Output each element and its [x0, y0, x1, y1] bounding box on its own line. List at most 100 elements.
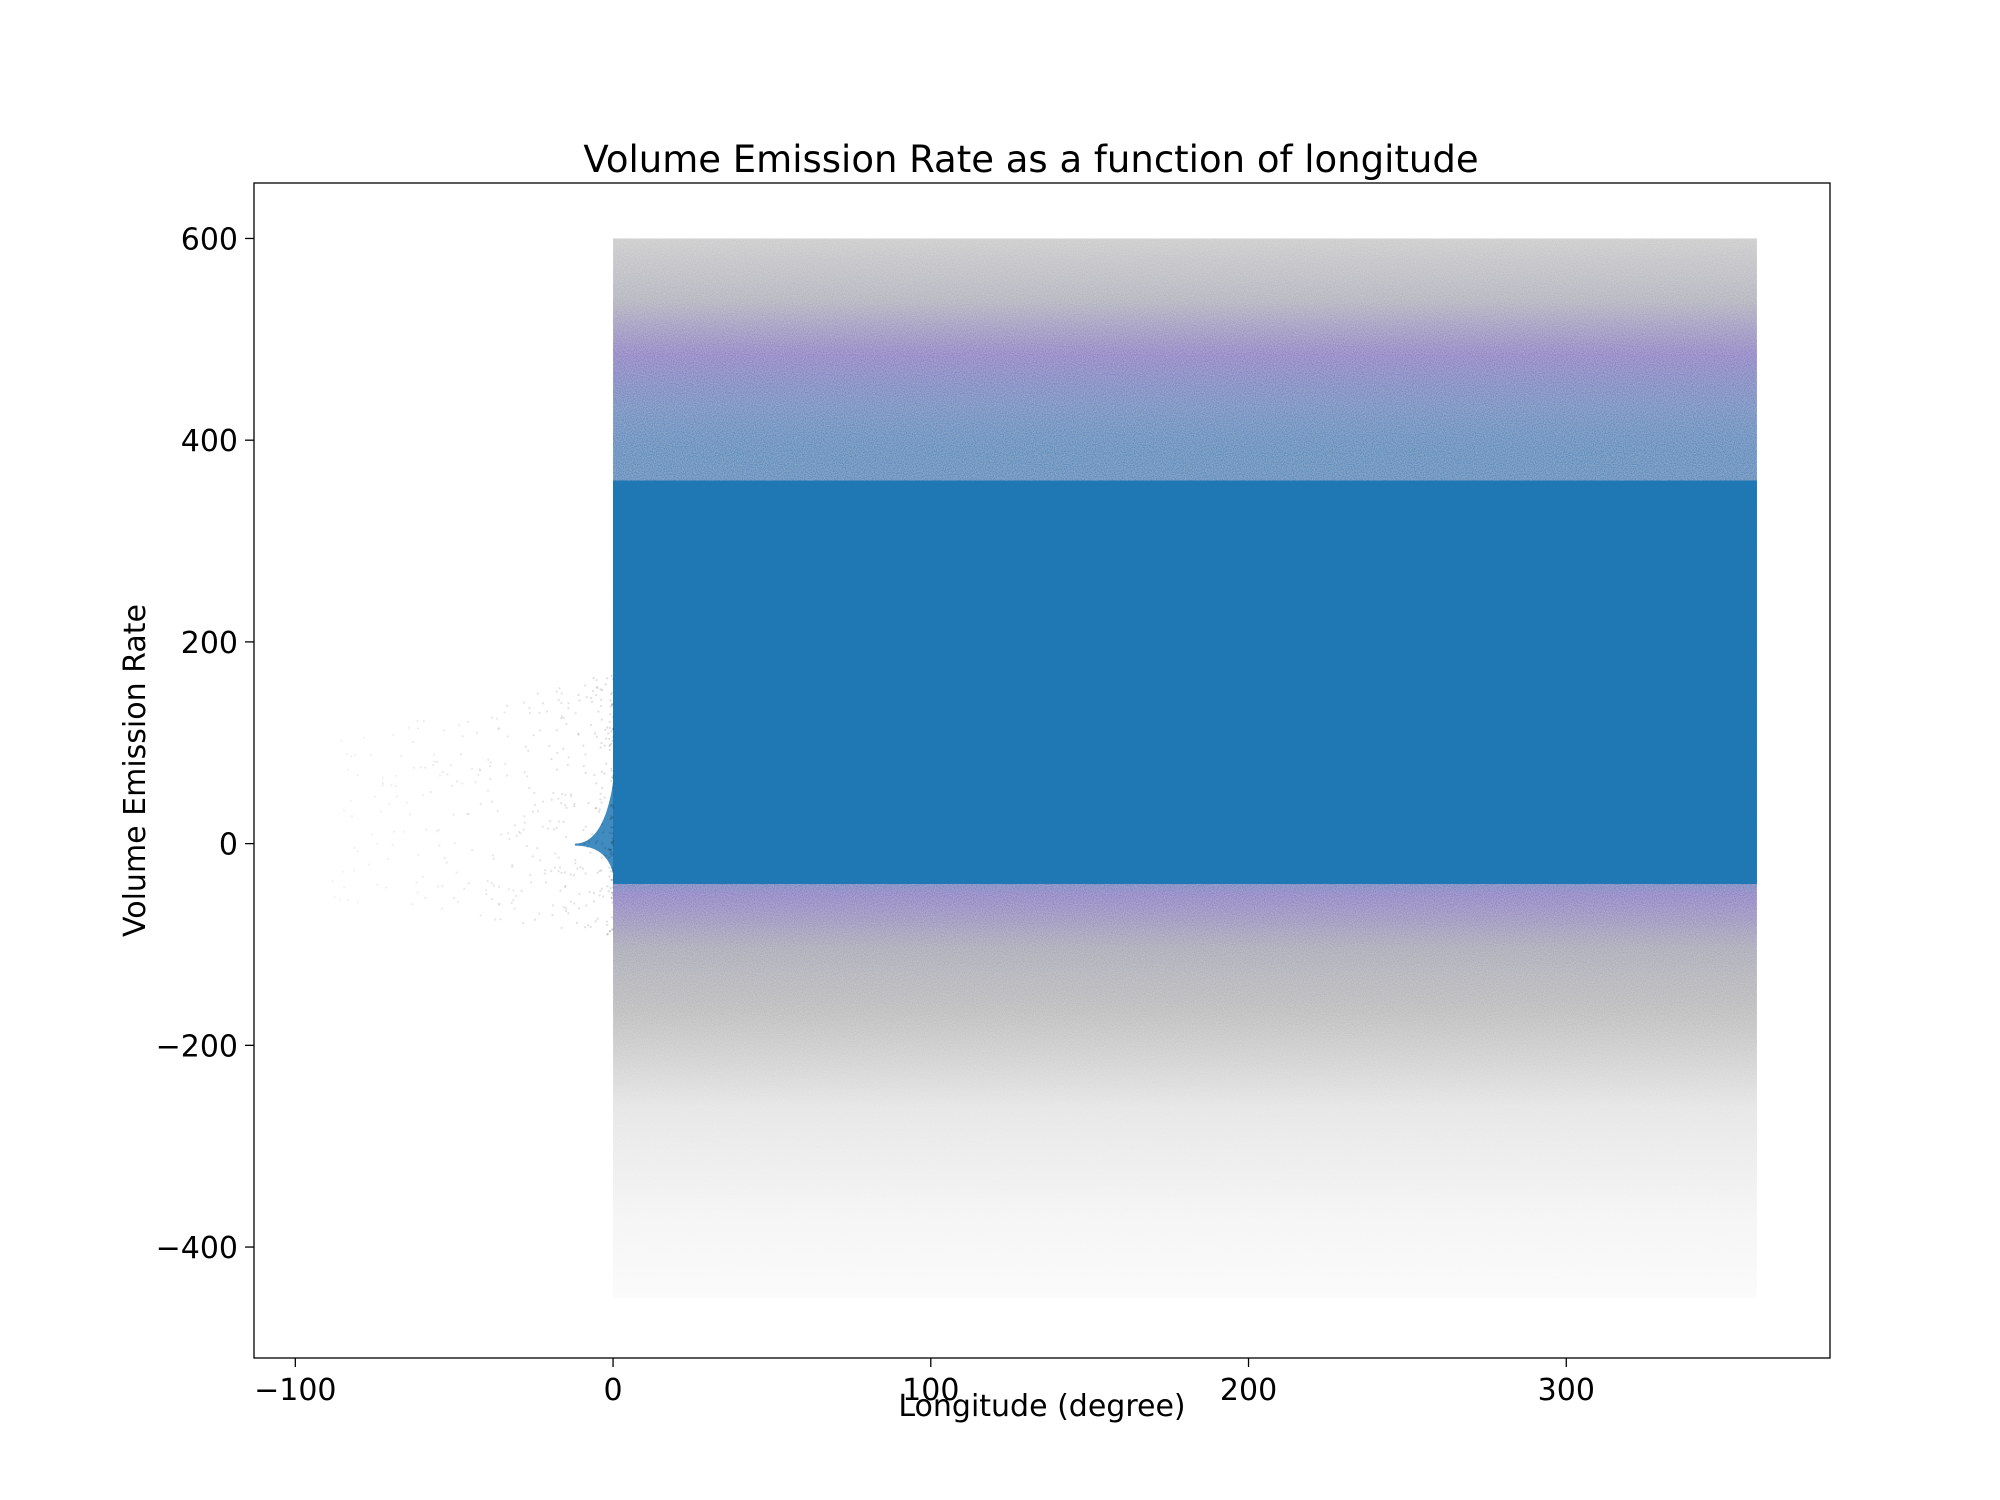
- scatter-point: [599, 792, 602, 795]
- scatter-point: [611, 715, 614, 719]
- scatter-point: [611, 841, 614, 844]
- scatter-point: [419, 766, 422, 769]
- scatter-point: [608, 848, 611, 852]
- scatter-point: [611, 842, 614, 845]
- scatter-point: [522, 701, 526, 704]
- scatter-point: [510, 901, 513, 905]
- scatter-point: [405, 801, 408, 804]
- scatter-point: [609, 929, 612, 933]
- scatter-point: [433, 760, 436, 763]
- scatter-point: [437, 828, 440, 832]
- scatter-point: [551, 914, 554, 917]
- y-tick-label: −200: [156, 1029, 238, 1064]
- scatter-point: [381, 776, 384, 779]
- scatter-point: [556, 751, 559, 755]
- scatter-point: [343, 886, 346, 889]
- scatter-point: [339, 898, 342, 901]
- scatter-point: [606, 923, 609, 927]
- scatter-point: [456, 780, 459, 783]
- scatter-point: [461, 735, 464, 738]
- scatter-point: [608, 866, 611, 869]
- y-axis: −400 −200 0 200 400 600: [156, 222, 254, 1266]
- scatter-point: [584, 753, 587, 756]
- y-tick-label: 400: [181, 424, 238, 459]
- scatter-point: [536, 810, 540, 813]
- scatter-point: [400, 755, 403, 758]
- scatter-point: [498, 902, 501, 906]
- scatter-point: [583, 926, 587, 929]
- scatter-point: [388, 803, 391, 806]
- scatter-point: [609, 852, 612, 856]
- scatter-point: [600, 718, 603, 721]
- scatter-point: [611, 869, 615, 873]
- scatter-point: [362, 736, 366, 739]
- scatter-point: [522, 828, 525, 831]
- scatter-point: [496, 809, 499, 812]
- scatter-point: [595, 693, 598, 697]
- scatter-point: [424, 766, 427, 769]
- scatter-point: [350, 755, 353, 758]
- scatter-point: [545, 710, 549, 713]
- scatter-point: [611, 782, 615, 786]
- scatter-point: [610, 841, 613, 845]
- scatter-point: [604, 854, 608, 857]
- scatter-point: [531, 810, 535, 813]
- scatter-point: [554, 852, 557, 855]
- scatter-point: [581, 867, 584, 870]
- scatter-core: [613, 480, 1757, 884]
- scatter-point: [508, 837, 511, 841]
- scatter-point: [485, 892, 488, 896]
- scatter-point: [591, 833, 594, 836]
- scatter-point: [611, 901, 614, 904]
- scatter-point: [610, 815, 613, 818]
- scatter-point: [436, 760, 439, 763]
- scatter-point: [606, 932, 609, 936]
- scatter-point: [562, 717, 565, 720]
- scatter-point: [459, 753, 463, 756]
- scatter-point: [611, 816, 615, 819]
- scatter-point: [445, 861, 448, 864]
- scatter-point: [381, 784, 384, 787]
- scatter-point: [611, 826, 614, 829]
- scatter-point: [602, 895, 605, 898]
- scatter-point: [541, 702, 544, 705]
- scatter-point: [600, 770, 603, 773]
- scatter-point: [408, 813, 411, 816]
- scatter-point: [390, 784, 393, 787]
- scatter-point: [611, 735, 615, 739]
- scatter-point: [558, 687, 561, 690]
- scatter-point: [455, 871, 458, 874]
- scatter-point: [471, 848, 474, 852]
- scatter-point: [527, 786, 531, 790]
- scatter-point: [589, 851, 592, 854]
- x-tick-label: 200: [1220, 1373, 1277, 1408]
- scatter-point: [562, 905, 565, 909]
- scatter-point: [603, 772, 606, 775]
- scatter-point: [333, 896, 336, 899]
- scatter-point: [569, 873, 572, 876]
- scatter-point: [604, 737, 608, 740]
- scatter-point: [576, 867, 579, 870]
- scatter-point: [442, 729, 446, 732]
- scatter-point: [385, 886, 388, 889]
- scatter-point: [412, 766, 415, 769]
- scatter-point: [538, 912, 541, 915]
- scatter-point: [490, 800, 494, 803]
- scatter-point: [517, 830, 521, 833]
- scatter-point: [461, 782, 464, 785]
- scatter-point: [560, 802, 563, 805]
- scatter-point: [479, 914, 482, 917]
- scatter-edge-tail: [574, 783, 614, 874]
- scatter-point: [562, 820, 565, 823]
- scatter-point: [593, 732, 597, 735]
- scatter-point: [577, 732, 580, 735]
- scatter-point: [595, 735, 599, 738]
- scatter-point: [373, 795, 376, 798]
- scatter-point: [491, 854, 495, 857]
- scatter-point: [421, 794, 424, 797]
- scatter-point: [610, 897, 613, 900]
- scatter-point: [493, 918, 496, 921]
- scatter-point: [611, 878, 615, 881]
- scatter-point: [609, 804, 613, 807]
- scatter-point: [611, 832, 614, 835]
